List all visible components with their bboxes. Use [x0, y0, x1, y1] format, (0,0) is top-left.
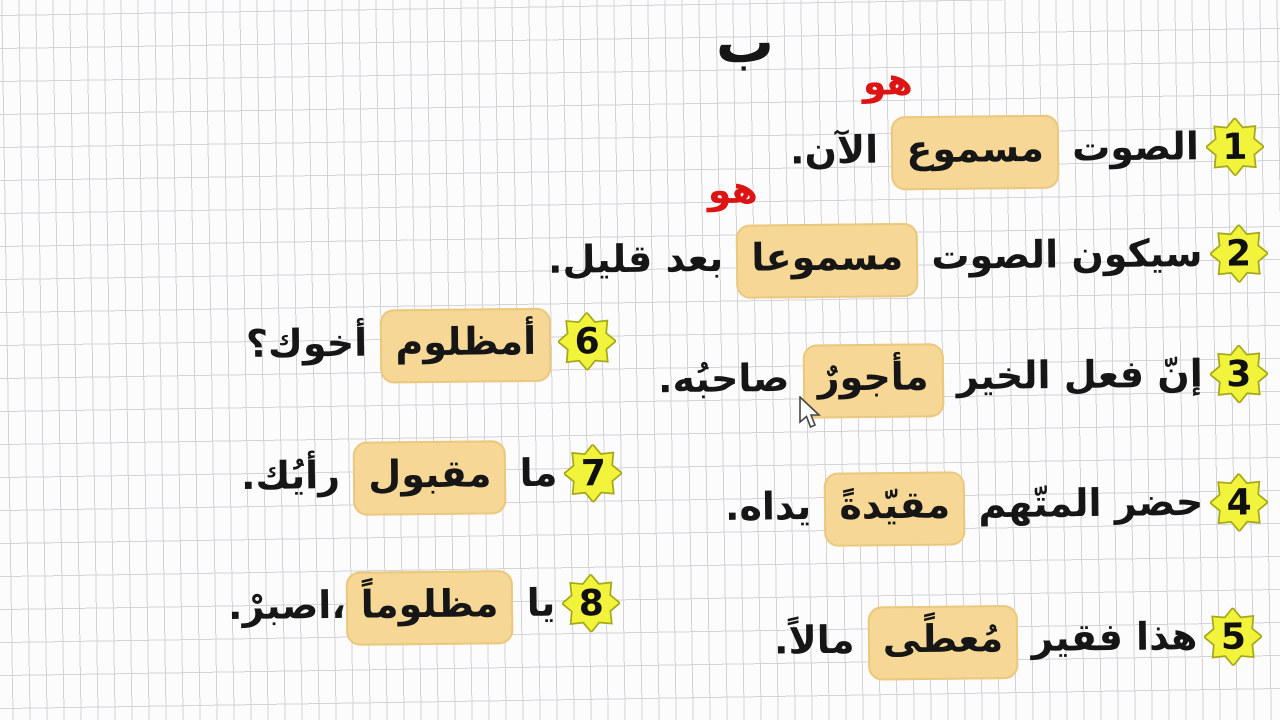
sentence-item-6: 6 أمظلوم أخوك؟: [245, 307, 617, 384]
item-number: 7: [580, 452, 606, 494]
star-icon: [1209, 473, 1269, 532]
sentence-before: حضر المتّهم: [964, 480, 1204, 527]
number-badge: 7: [563, 444, 623, 503]
sentence-item-8: 8 يا مظلوماً،اصبرْ.: [227, 570, 621, 647]
sentence-after: بعد قليل.: [548, 236, 738, 283]
sentence-text: إنّ فعل الخير مأجورٌ صاحبُه.: [658, 343, 1204, 419]
sentence-after: يداه.: [724, 484, 825, 530]
section-letter-title: ب: [715, 7, 775, 77]
item-number: 2: [1226, 232, 1252, 275]
highlighted-word: مأجورٌ: [802, 343, 945, 419]
sentence-before: يا: [512, 580, 556, 626]
sentence-text: سيكون الصوت مسموعا هو بعد قليل.: [548, 168, 1204, 300]
number-badge: 2: [1209, 224, 1269, 283]
highlighted-word: مُعطًى: [867, 605, 1019, 681]
number-badge: 6: [557, 312, 617, 371]
sentence-after: أخوك؟: [245, 320, 381, 367]
star-icon: [1205, 117, 1265, 177]
number-badge: 4: [1209, 473, 1269, 532]
sentence-item-7: 7 ما مقبول رأيُك.: [240, 440, 623, 517]
sentence-text: أمظلوم أخوك؟: [245, 307, 552, 384]
highlighted-word: مسموع هو: [863, 59, 1060, 191]
number-badge: 1: [1205, 117, 1265, 177]
sentence-text: حضر المتّهم مقيّدةً يداه.: [724, 471, 1204, 548]
highlighted-word: أمظلوم: [379, 307, 552, 384]
item-number: 3: [1226, 353, 1252, 395]
star-icon: [561, 573, 621, 633]
sentence-after: الآن.: [789, 127, 892, 173]
sentence-item-2: 2 سيكون الصوت مسموعا هو بعد قليل.: [548, 168, 1269, 300]
sentence-text: هذا فقير مُعطًى مالاً.: [773, 605, 1198, 681]
sentence-text: يا مظلوماً،اصبرْ.: [227, 570, 556, 647]
sentence-item-3: 3 إنّ فعل الخير مأجورٌ صاحبُه.: [658, 343, 1269, 419]
number-badge: 5: [1203, 607, 1263, 667]
item-number: 6: [574, 320, 600, 362]
number-badge: 8: [561, 573, 621, 633]
sentence-before: هذا فقير: [1017, 614, 1198, 661]
sentence-after: صاحبُه.: [658, 355, 804, 402]
pronoun-annotation: هو: [707, 167, 759, 213]
item-number: 5: [1220, 616, 1246, 658]
sentence-after: رأيُك.: [240, 453, 354, 499]
item-number: 4: [1226, 481, 1252, 524]
sentence-text: الصوت مسموع هو الآن.: [789, 59, 1200, 191]
highlighted-word: مظلوماً: [345, 570, 514, 647]
pronoun-annotation: هو: [862, 59, 914, 104]
star-icon: [1203, 607, 1263, 667]
item-number: 1: [1222, 126, 1248, 168]
mouse-cursor-icon: [799, 396, 822, 429]
sentence-item-4: 4 حضر المتّهم مقيّدةً يداه.: [724, 471, 1269, 548]
highlighted-word: مسموعا هو: [708, 168, 919, 300]
item-number: 8: [578, 582, 604, 624]
star-icon: [557, 312, 617, 371]
sentence-before: سيكون الصوت: [918, 231, 1204, 279]
sentence-after: ،اصبرْ.: [227, 583, 346, 629]
sentence-text: ما مقبول رأيُك.: [240, 440, 558, 517]
sentence-before: ما: [505, 450, 558, 496]
sentence-before: إنّ فعل الخير: [943, 351, 1204, 399]
number-badge: 3: [1209, 344, 1269, 404]
sentence-item-1: 1 الصوت مسموع هو الآن.: [789, 59, 1265, 191]
sentence-before: الصوت: [1058, 124, 1200, 170]
sentence-item-5: 5 هذا فقير مُعطًى مالاً.: [773, 605, 1263, 681]
highlighted-word: مقيّدةً: [823, 471, 966, 548]
star-icon: [563, 444, 623, 503]
highlighted-word: مقبول: [352, 440, 507, 517]
sentence-after: مالاً.: [773, 617, 868, 663]
